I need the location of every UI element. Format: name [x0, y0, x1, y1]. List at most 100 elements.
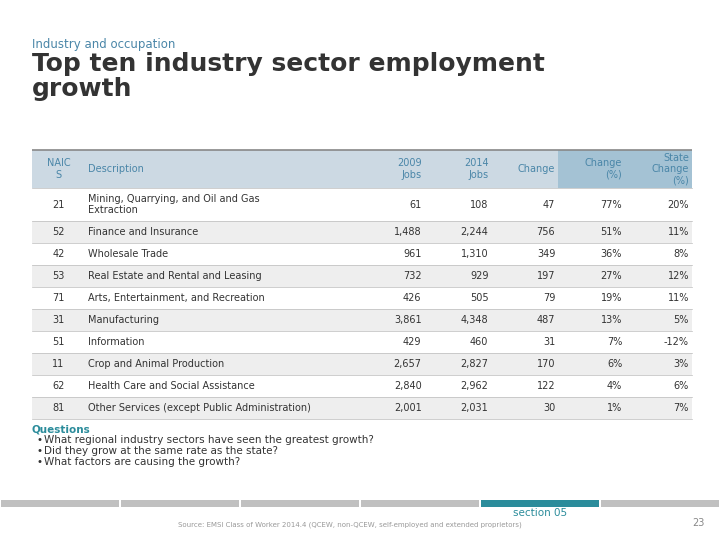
Bar [32, 309, 692, 331]
Text: 62: 62 [53, 381, 65, 391]
Text: 31: 31 [543, 337, 555, 347]
Text: 61: 61 [409, 199, 421, 210]
Text: -12%: -12% [664, 337, 689, 347]
Text: What factors are causing the growth?: What factors are causing the growth? [44, 457, 240, 467]
Bar [558, 150, 625, 188]
Text: 11: 11 [53, 359, 65, 369]
Text: 51%: 51% [600, 227, 622, 237]
Text: Wholesale Trade: Wholesale Trade [88, 249, 168, 259]
Bar [425, 150, 491, 188]
Text: Did they grow at the same rate as the state?: Did they grow at the same rate as the st… [44, 446, 278, 456]
Text: Mining, Quarrying, and Oil and Gas
Extraction: Mining, Quarrying, and Oil and Gas Extra… [88, 194, 260, 215]
Bar [601, 500, 719, 507]
Text: •: • [36, 446, 42, 456]
Text: section 05: section 05 [513, 508, 567, 518]
Text: 8%: 8% [674, 249, 689, 259]
Text: 71: 71 [53, 293, 65, 303]
Text: 42: 42 [53, 249, 65, 259]
Bar [491, 150, 558, 188]
Text: State
Change
(%): State Change (%) [652, 153, 689, 185]
Bar [32, 331, 692, 353]
Text: Description: Description [88, 164, 144, 174]
Bar [241, 500, 359, 507]
Text: 6%: 6% [674, 381, 689, 391]
Bar [32, 221, 692, 243]
Bar [32, 150, 85, 188]
Text: Real Estate and Rental and Leasing: Real Estate and Rental and Leasing [88, 271, 261, 281]
Text: 426: 426 [403, 293, 421, 303]
Text: 11%: 11% [667, 293, 689, 303]
Text: 122: 122 [536, 381, 555, 391]
Text: 51: 51 [53, 337, 65, 347]
Text: •: • [36, 457, 42, 467]
Text: Manufacturing: Manufacturing [88, 315, 159, 325]
Text: 2014
Jobs: 2014 Jobs [464, 158, 488, 180]
Text: NAIC
S: NAIC S [47, 158, 71, 180]
Text: 2,962: 2,962 [461, 381, 488, 391]
Text: Source: EMSI Class of Worker 2014.4 (QCEW, non-QCEW, self-employed and extended : Source: EMSI Class of Worker 2014.4 (QCE… [178, 522, 522, 528]
Text: Top ten industry sector employment
growth: Top ten industry sector employment growt… [32, 52, 545, 101]
Text: 487: 487 [536, 315, 555, 325]
Text: Information: Information [88, 337, 145, 347]
Text: 79: 79 [543, 293, 555, 303]
Text: 4%: 4% [607, 381, 622, 391]
Text: Health Care and Social Assistance: Health Care and Social Assistance [88, 381, 255, 391]
Text: 47: 47 [543, 199, 555, 210]
Text: 929: 929 [470, 271, 488, 281]
Text: 505: 505 [469, 293, 488, 303]
Text: 756: 756 [536, 227, 555, 237]
Bar [481, 500, 599, 507]
Text: Industry and occupation: Industry and occupation [32, 38, 176, 51]
Text: Crop and Animal Production: Crop and Animal Production [88, 359, 225, 369]
Text: Questions: Questions [32, 424, 91, 434]
Text: 7%: 7% [674, 403, 689, 413]
Bar [32, 188, 692, 221]
Text: 53: 53 [53, 271, 65, 281]
Text: 2,840: 2,840 [394, 381, 421, 391]
Text: Other Services (except Public Administration): Other Services (except Public Administra… [88, 403, 311, 413]
Text: 2,001: 2,001 [394, 403, 421, 413]
Bar [625, 150, 692, 188]
Text: 81: 81 [53, 403, 65, 413]
Text: Finance and Insurance: Finance and Insurance [88, 227, 198, 237]
Text: 1,488: 1,488 [394, 227, 421, 237]
Text: 13%: 13% [600, 315, 622, 325]
Text: 3,861: 3,861 [394, 315, 421, 325]
Text: •: • [36, 435, 42, 445]
Text: 12%: 12% [667, 271, 689, 281]
Text: 460: 460 [470, 337, 488, 347]
Text: 21: 21 [53, 199, 65, 210]
Text: 2009
Jobs: 2009 Jobs [397, 158, 421, 180]
Text: 1%: 1% [607, 403, 622, 413]
Text: 4,348: 4,348 [461, 315, 488, 325]
Text: 1,310: 1,310 [461, 249, 488, 259]
Bar [32, 265, 692, 287]
Bar [361, 500, 479, 507]
Text: 19%: 19% [600, 293, 622, 303]
Text: 2,244: 2,244 [461, 227, 488, 237]
Bar [85, 150, 358, 188]
Bar [32, 243, 692, 265]
Text: 36%: 36% [600, 249, 622, 259]
Text: 2,827: 2,827 [460, 359, 488, 369]
Bar [32, 375, 692, 397]
Text: Change
(%): Change (%) [585, 158, 622, 180]
Bar [1, 500, 119, 507]
Bar [32, 353, 692, 375]
Text: 20%: 20% [667, 199, 689, 210]
Bar [121, 500, 239, 507]
Text: 2,031: 2,031 [461, 403, 488, 413]
Text: 170: 170 [536, 359, 555, 369]
Text: 23: 23 [693, 518, 705, 528]
Text: 3%: 3% [674, 359, 689, 369]
Text: 52: 52 [53, 227, 65, 237]
Text: What regional industry sectors have seen the greatest growth?: What regional industry sectors have seen… [44, 435, 374, 445]
Text: 27%: 27% [600, 271, 622, 281]
Text: Arts, Entertainment, and Recreation: Arts, Entertainment, and Recreation [88, 293, 265, 303]
Text: 732: 732 [403, 271, 421, 281]
Text: 961: 961 [403, 249, 421, 259]
Text: 77%: 77% [600, 199, 622, 210]
Text: 349: 349 [537, 249, 555, 259]
Text: 2,657: 2,657 [394, 359, 421, 369]
Text: 6%: 6% [607, 359, 622, 369]
